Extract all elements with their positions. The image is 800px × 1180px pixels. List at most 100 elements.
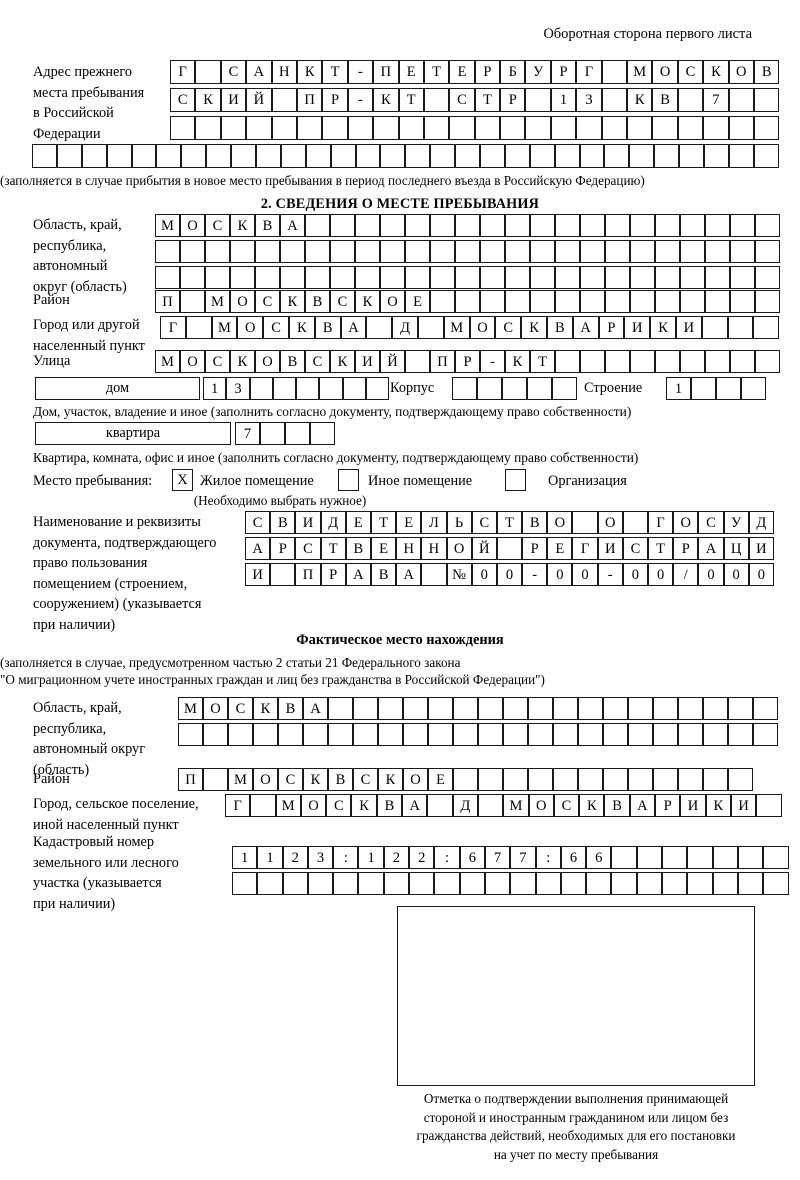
char-cell[interactable] — [249, 377, 273, 400]
char-cell[interactable]: № — [446, 563, 472, 586]
char-cell[interactable] — [228, 723, 253, 746]
char-cell[interactable] — [529, 144, 555, 168]
char-cell[interactable] — [330, 144, 356, 168]
char-cell[interactable]: И — [295, 511, 321, 534]
char-cell[interactable] — [380, 240, 405, 263]
char-cell[interactable]: К — [505, 350, 530, 373]
char-cell[interactable] — [678, 768, 703, 791]
char-cell[interactable] — [155, 266, 180, 289]
char-cell[interactable] — [232, 872, 258, 895]
char-cell[interactable] — [580, 350, 605, 373]
char-cell[interactable]: - — [347, 60, 374, 84]
char-cell[interactable] — [453, 768, 478, 791]
char-cell[interactable] — [484, 872, 511, 895]
char-cell[interactable]: Т — [530, 350, 555, 373]
char-cell[interactable] — [405, 144, 431, 168]
char-cell[interactable] — [705, 240, 730, 263]
char-cell[interactable]: Е — [547, 537, 573, 560]
char-cell[interactable]: 1 — [550, 88, 577, 112]
char-cell[interactable]: 0 — [723, 563, 749, 586]
char-cell[interactable] — [430, 240, 455, 263]
char-cell[interactable] — [505, 240, 530, 263]
char-cell[interactable] — [305, 214, 330, 237]
char-cell[interactable] — [680, 290, 705, 313]
char-cell[interactable]: Т — [398, 88, 424, 112]
char-cell[interactable]: И — [220, 88, 247, 112]
char-cell[interactable] — [409, 872, 435, 895]
char-cell[interactable]: 7 — [510, 846, 536, 869]
char-cell[interactable] — [525, 116, 551, 140]
char-cell[interactable] — [205, 240, 230, 263]
char-cell[interactable] — [605, 350, 630, 373]
char-cell[interactable] — [477, 794, 504, 817]
char-cell[interactable] — [271, 116, 297, 140]
char-cell[interactable]: С — [677, 60, 704, 84]
char-cell[interactable] — [257, 872, 283, 895]
char-cell[interactable]: В — [370, 563, 397, 586]
char-cell[interactable] — [403, 697, 428, 720]
char-cell[interactable]: С — [228, 697, 253, 720]
char-cell[interactable] — [405, 350, 430, 373]
char-cell[interactable]: 7 — [235, 422, 260, 445]
char-cell[interactable]: В — [522, 511, 548, 534]
char-cell[interactable]: Т — [320, 537, 346, 560]
char-cell[interactable] — [280, 144, 306, 168]
char-cell[interactable]: С — [245, 511, 271, 534]
char-cell[interactable]: У — [723, 511, 749, 534]
char-cell[interactable]: Д — [748, 511, 774, 534]
char-cell[interactable]: - — [597, 563, 623, 586]
char-cell[interactable] — [655, 290, 680, 313]
char-cell[interactable]: 0 — [547, 563, 573, 586]
char-cell[interactable]: Н — [396, 537, 422, 560]
char-cell[interactable] — [611, 872, 637, 895]
char-cell[interactable] — [333, 872, 359, 895]
char-cell[interactable] — [455, 240, 480, 263]
char-cell[interactable] — [131, 144, 157, 168]
char-cell[interactable] — [741, 377, 766, 400]
char-cell[interactable]: Н — [421, 537, 447, 560]
char-cell[interactable]: К — [521, 316, 547, 339]
char-cell[interactable]: С — [622, 537, 648, 560]
char-cell[interactable] — [478, 768, 503, 791]
char-cell[interactable] — [628, 768, 653, 791]
char-cell[interactable] — [753, 316, 780, 339]
char-cell[interactable] — [655, 266, 680, 289]
char-cell[interactable] — [305, 144, 331, 168]
char-cell[interactable]: И — [730, 794, 757, 817]
char-cell[interactable] — [627, 116, 653, 140]
char-cell[interactable] — [449, 116, 475, 140]
char-cell[interactable] — [677, 88, 704, 112]
char-cell[interactable] — [353, 697, 378, 720]
char-cell[interactable]: С — [263, 316, 289, 339]
char-cell[interactable] — [662, 846, 688, 869]
char-cell[interactable]: Г — [572, 537, 598, 560]
char-cell[interactable]: Р — [550, 60, 577, 84]
char-cell[interactable]: П — [373, 60, 399, 84]
char-cell[interactable] — [330, 214, 355, 237]
char-cell[interactable] — [737, 872, 764, 895]
char-cell[interactable] — [155, 240, 180, 263]
char-cell[interactable] — [705, 214, 730, 237]
char-cell[interactable] — [496, 537, 523, 560]
char-cell[interactable]: Р — [455, 350, 480, 373]
char-cell[interactable] — [185, 316, 212, 339]
checkbox-organization[interactable] — [505, 469, 526, 491]
char-cell[interactable]: А — [698, 537, 724, 560]
char-cell[interactable] — [687, 872, 713, 895]
char-cell[interactable]: К — [288, 316, 315, 339]
char-cell[interactable] — [180, 290, 205, 313]
char-cell[interactable] — [296, 116, 323, 140]
char-cell[interactable] — [728, 116, 754, 140]
char-cell[interactable] — [296, 377, 320, 400]
char-cell[interactable] — [703, 116, 729, 140]
char-cell[interactable]: К — [650, 316, 676, 339]
char-cell[interactable] — [728, 768, 753, 791]
char-cell[interactable] — [156, 144, 182, 168]
char-cell[interactable]: И — [355, 350, 380, 373]
char-cell[interactable]: М — [228, 768, 253, 791]
char-cell[interactable] — [353, 723, 378, 746]
char-cell[interactable] — [662, 872, 688, 895]
